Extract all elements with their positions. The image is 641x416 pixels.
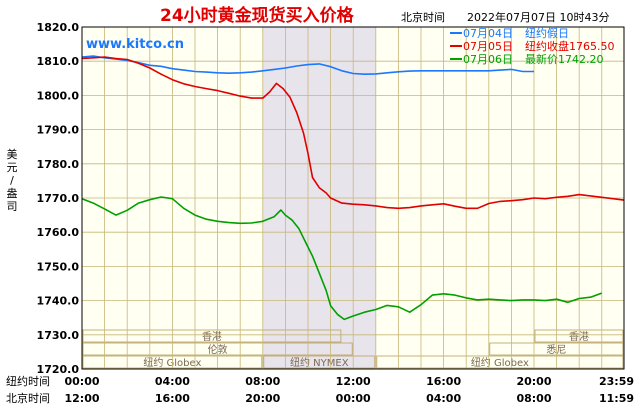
y-tick-label: 1770.0 — [37, 192, 80, 205]
x-row1-tick: 23:59 — [599, 375, 634, 388]
x-row1-label: 纽约时间 — [6, 374, 50, 388]
y-tick-label: 1800.0 — [37, 89, 80, 102]
session-box — [82, 329, 342, 343]
series-line — [81, 55, 534, 75]
watermark: www.kitco.cn — [86, 37, 184, 52]
x-row1-tick: 08:00 — [245, 375, 280, 388]
session-box — [263, 355, 376, 369]
legend-text: 最新价1742.20 — [525, 52, 604, 66]
y-tick-label: 1750.0 — [37, 260, 80, 273]
session-label: 纽约 Globex — [471, 356, 529, 369]
x-row1-tick: 04:00 — [155, 375, 190, 388]
x-row1-tick: 20:00 — [516, 375, 551, 388]
y-tick-label: 1790.0 — [37, 124, 80, 137]
legend-date: 07月05日 — [463, 40, 513, 53]
series-lines — [81, 55, 625, 321]
legend: 07月04日 纽约假日 07月05日 纽约收盘1765.50 07月06日 最新价1742… — [450, 26, 615, 66]
series-line — [81, 196, 603, 321]
x-row1-tick: 12:00 — [336, 375, 371, 388]
y-tick-label: 1820.0 — [37, 21, 80, 34]
y-tick-label: 1720.0 — [37, 363, 80, 376]
x-row2-tick: 12:00 — [64, 392, 99, 405]
y-label-char: 美 — [7, 148, 18, 161]
y-axis: 1820.0 1810.0 1800.0 1790.0 1780.0 1770.0 1760… — [37, 21, 80, 376]
x-row1-tick: 00:00 — [64, 375, 99, 388]
x-row2-tick: 11:59 — [599, 392, 634, 405]
x-row2-tick: 20:00 — [245, 392, 280, 405]
y-label-char: / — [10, 174, 14, 187]
legend-text: 纽约收盘1765.50 — [525, 39, 615, 53]
legend-date: 07月04日 — [463, 27, 513, 40]
x-row2-tick: 00:00 — [336, 392, 371, 405]
x-row2-tick: 08:00 — [516, 392, 551, 405]
session-box — [376, 355, 624, 369]
y-tick-label: 1810.0 — [37, 55, 80, 68]
y-label-char: 盎 — [7, 186, 18, 200]
plot-frame — [81, 26, 625, 370]
timezone-label: 北京时间 — [401, 10, 445, 24]
series-line — [81, 56, 625, 210]
y-label-char: 元 — [7, 161, 18, 174]
x-row1-tick: 16:00 — [426, 375, 461, 388]
timestamp: 2022年07月07日 10时43分 — [467, 10, 609, 24]
y-axis-label: 美元/盎司 — [7, 148, 18, 213]
y-tick-label: 1740.0 — [37, 295, 80, 308]
legend-date: 07月06日 — [463, 53, 513, 66]
x-row2-tick: 04:00 — [426, 392, 461, 405]
chart-title: 24小时黄金现货买入价格 — [160, 5, 355, 26]
x-row2-label: 北京时间 — [6, 391, 50, 405]
x-row2-tick: 16:00 — [155, 392, 190, 405]
y-label-char: 司 — [7, 200, 18, 213]
y-tick-label: 1760.0 — [37, 226, 80, 239]
y-tick-label: 1780.0 — [37, 158, 80, 171]
legend-text: 纽约假日 — [525, 26, 569, 40]
y-tick-label: 1730.0 — [37, 329, 80, 342]
session-label: 纽约 NYMEX — [290, 356, 349, 369]
session-label: 香港 — [202, 331, 222, 343]
